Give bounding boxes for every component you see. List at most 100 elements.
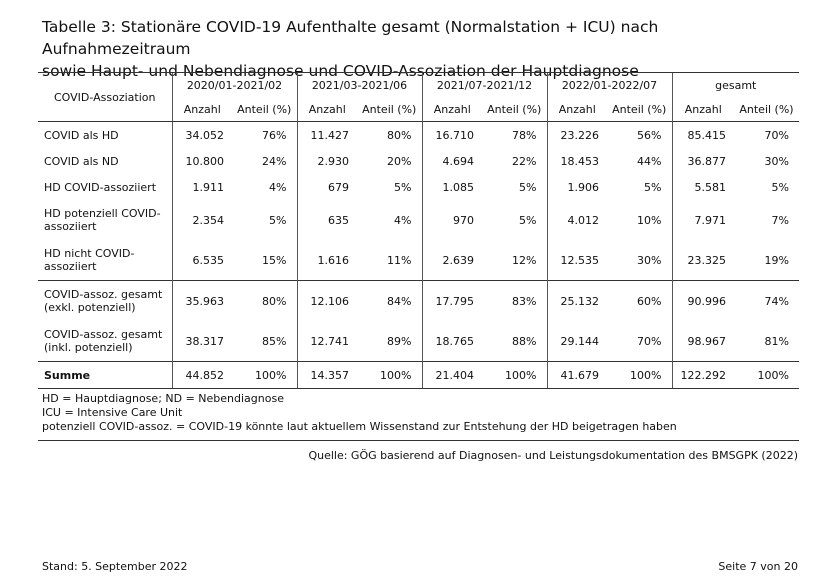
cell-count: 90.996 — [671, 280, 734, 321]
cell-count: 1.085 — [421, 174, 482, 200]
table-row: HD COVID-assoziiert 1.911 4% 679 5% 1.08… — [38, 174, 799, 200]
cell-share: 30% — [637, 253, 662, 267]
cell-share: 30% — [764, 154, 789, 168]
cell-count: 12.106 — [296, 280, 357, 321]
row-label-line-1: HD nicht COVID- — [44, 247, 135, 260]
cell-count: 4.012 — [546, 200, 607, 240]
cell-count: 14.357 — [296, 361, 357, 389]
note-line: ICU = Intensive Care Unit — [42, 406, 183, 419]
table-row: COVID-assoz. gesamt (inkl. potenziell) 3… — [38, 321, 799, 362]
cell-count: 35.963 — [171, 280, 232, 321]
cell-share: 19% — [764, 253, 789, 267]
table-row-sum: Summe 44.852 100% 14.357 100% 21.404 100… — [38, 361, 799, 389]
row-label-line-1: HD potenziell COVID- — [44, 207, 161, 220]
cell-share: 100% — [232, 361, 297, 389]
cell-count: 25.132 — [546, 280, 607, 321]
cell-count: 635 — [296, 200, 357, 240]
cell-share: 4% — [269, 180, 287, 194]
cell-share: 80% — [232, 280, 297, 321]
cell-share: 15% — [262, 253, 287, 267]
cell-count: 12.741 — [296, 321, 357, 362]
cell-count: 2.354 — [171, 200, 232, 240]
cell-share: 78% — [512, 128, 537, 142]
cell-share: 20% — [387, 154, 412, 168]
subheader-share: Anteil (%) — [612, 102, 667, 116]
cell-count: 16.710 — [421, 121, 482, 148]
cell-share: 7% — [771, 213, 789, 227]
table-row: HD potenziell COVID- assoziiert 2.354 5%… — [38, 200, 799, 240]
row-label-line-1: COVID-assoz. gesamt — [44, 288, 163, 301]
cell-share: 70% — [764, 128, 789, 142]
cell-count: 23.226 — [546, 121, 607, 148]
cell-count: 11.427 — [296, 121, 357, 148]
cell-count: 1.911 — [171, 174, 232, 200]
period-header: 2022/01-2022/07 — [546, 72, 672, 97]
cell-count: 12.535 — [546, 240, 607, 281]
cell-share: 100% — [734, 361, 799, 389]
subheader-share: Anteil (%) — [739, 102, 794, 116]
table-notes: HD = Hauptdiagnose; ND = Nebendiagnose I… — [42, 392, 802, 434]
cell-count: 18.453 — [546, 148, 607, 174]
cell-count: 21.404 — [421, 361, 482, 389]
row-label: HD COVID-assoziiert — [44, 180, 157, 194]
row-label: HD potenziell COVID- assoziiert — [38, 200, 172, 240]
table-row: COVID-assoz. gesamt (exkl. potenziell) 3… — [38, 280, 799, 321]
cell-count: 17.795 — [421, 280, 482, 321]
table-row: COVID als HD 34.052 76% 11.427 80% 16.71… — [38, 121, 799, 148]
cell-count: 23.325 — [671, 240, 734, 281]
subheader-count: Anzahl — [671, 97, 734, 122]
cell-count: 122.292 — [671, 361, 734, 389]
cell-count: 679 — [296, 174, 357, 200]
row-label-line-2: (inkl. potenziell) — [44, 341, 133, 354]
cell-share: 4% — [394, 213, 412, 227]
cell-share: 84% — [357, 280, 422, 321]
cell-count: 10.800 — [171, 148, 232, 174]
cell-count: 2.639 — [421, 240, 482, 281]
table-row: COVID als ND 10.800 24% 2.930 20% 4.694 … — [38, 148, 799, 174]
subheader-share: Anteil (%) — [487, 102, 542, 116]
note-line: potenziell COVID-assoz. = COVID-19 könnt… — [42, 420, 677, 433]
cell-count: 18.765 — [421, 321, 482, 362]
subheader-count: Anzahl — [546, 97, 607, 122]
cell-count: 2.930 — [296, 148, 357, 174]
cell-count: 98.967 — [671, 321, 734, 362]
row-label: HD nicht COVID- assoziiert — [38, 240, 172, 281]
row-header-cell: COVID-Assoziation — [38, 72, 172, 122]
cell-share: 56% — [637, 128, 662, 142]
row-label: COVID-assoz. gesamt (inkl. potenziell) — [38, 321, 172, 362]
cell-count: 4.694 — [421, 148, 482, 174]
period-header: 2020/01-2021/02 — [171, 72, 297, 97]
cell-share: 70% — [637, 334, 662, 348]
cell-share: 11% — [387, 253, 412, 267]
title-line-1: Tabelle 3: Stationäre COVID-19 Aufenthal… — [42, 18, 659, 58]
cell-share: 81% — [764, 334, 789, 348]
cell-share: 10% — [637, 213, 662, 227]
header-row-periods: COVID-Assoziation 2020/01-2021/02 2021/0… — [38, 72, 799, 122]
cell-share: 22% — [512, 154, 537, 168]
cell-share: 5% — [394, 180, 412, 194]
cell-share: 74% — [734, 280, 799, 321]
cell-share: 5% — [771, 180, 789, 194]
cell-count: 6.535 — [171, 240, 232, 281]
cell-share: 80% — [387, 128, 412, 142]
data-table: COVID-Assoziation 2020/01-2021/02 2021/0… — [38, 72, 799, 389]
header-row-sub: Anzahl Anteil (%) Anzahl Anteil (%) Anza… — [38, 97, 799, 122]
cell-share: 5% — [519, 213, 537, 227]
row-label: Summe — [38, 361, 172, 389]
row-label-line-2: assoziiert — [44, 260, 97, 273]
cell-share: 100% — [607, 361, 672, 389]
row-label: COVID als HD — [44, 128, 119, 142]
cell-count: 7.971 — [671, 200, 734, 240]
subheader-count: Anzahl — [171, 97, 232, 122]
cell-share: 5% — [269, 213, 287, 227]
row-label-line-2: assoziiert — [44, 220, 97, 233]
row-label: COVID als ND — [44, 154, 119, 168]
source-note: Quelle: GÖG basierend auf Diagnosen- und… — [308, 449, 798, 462]
subheader-share: Anteil (%) — [237, 102, 292, 116]
cell-share: 100% — [482, 361, 547, 389]
cell-share: 60% — [607, 280, 672, 321]
cell-count: 970 — [421, 200, 482, 240]
cell-share: 76% — [262, 128, 287, 142]
subheader-count: Anzahl — [421, 97, 482, 122]
notes-divider — [38, 440, 799, 441]
